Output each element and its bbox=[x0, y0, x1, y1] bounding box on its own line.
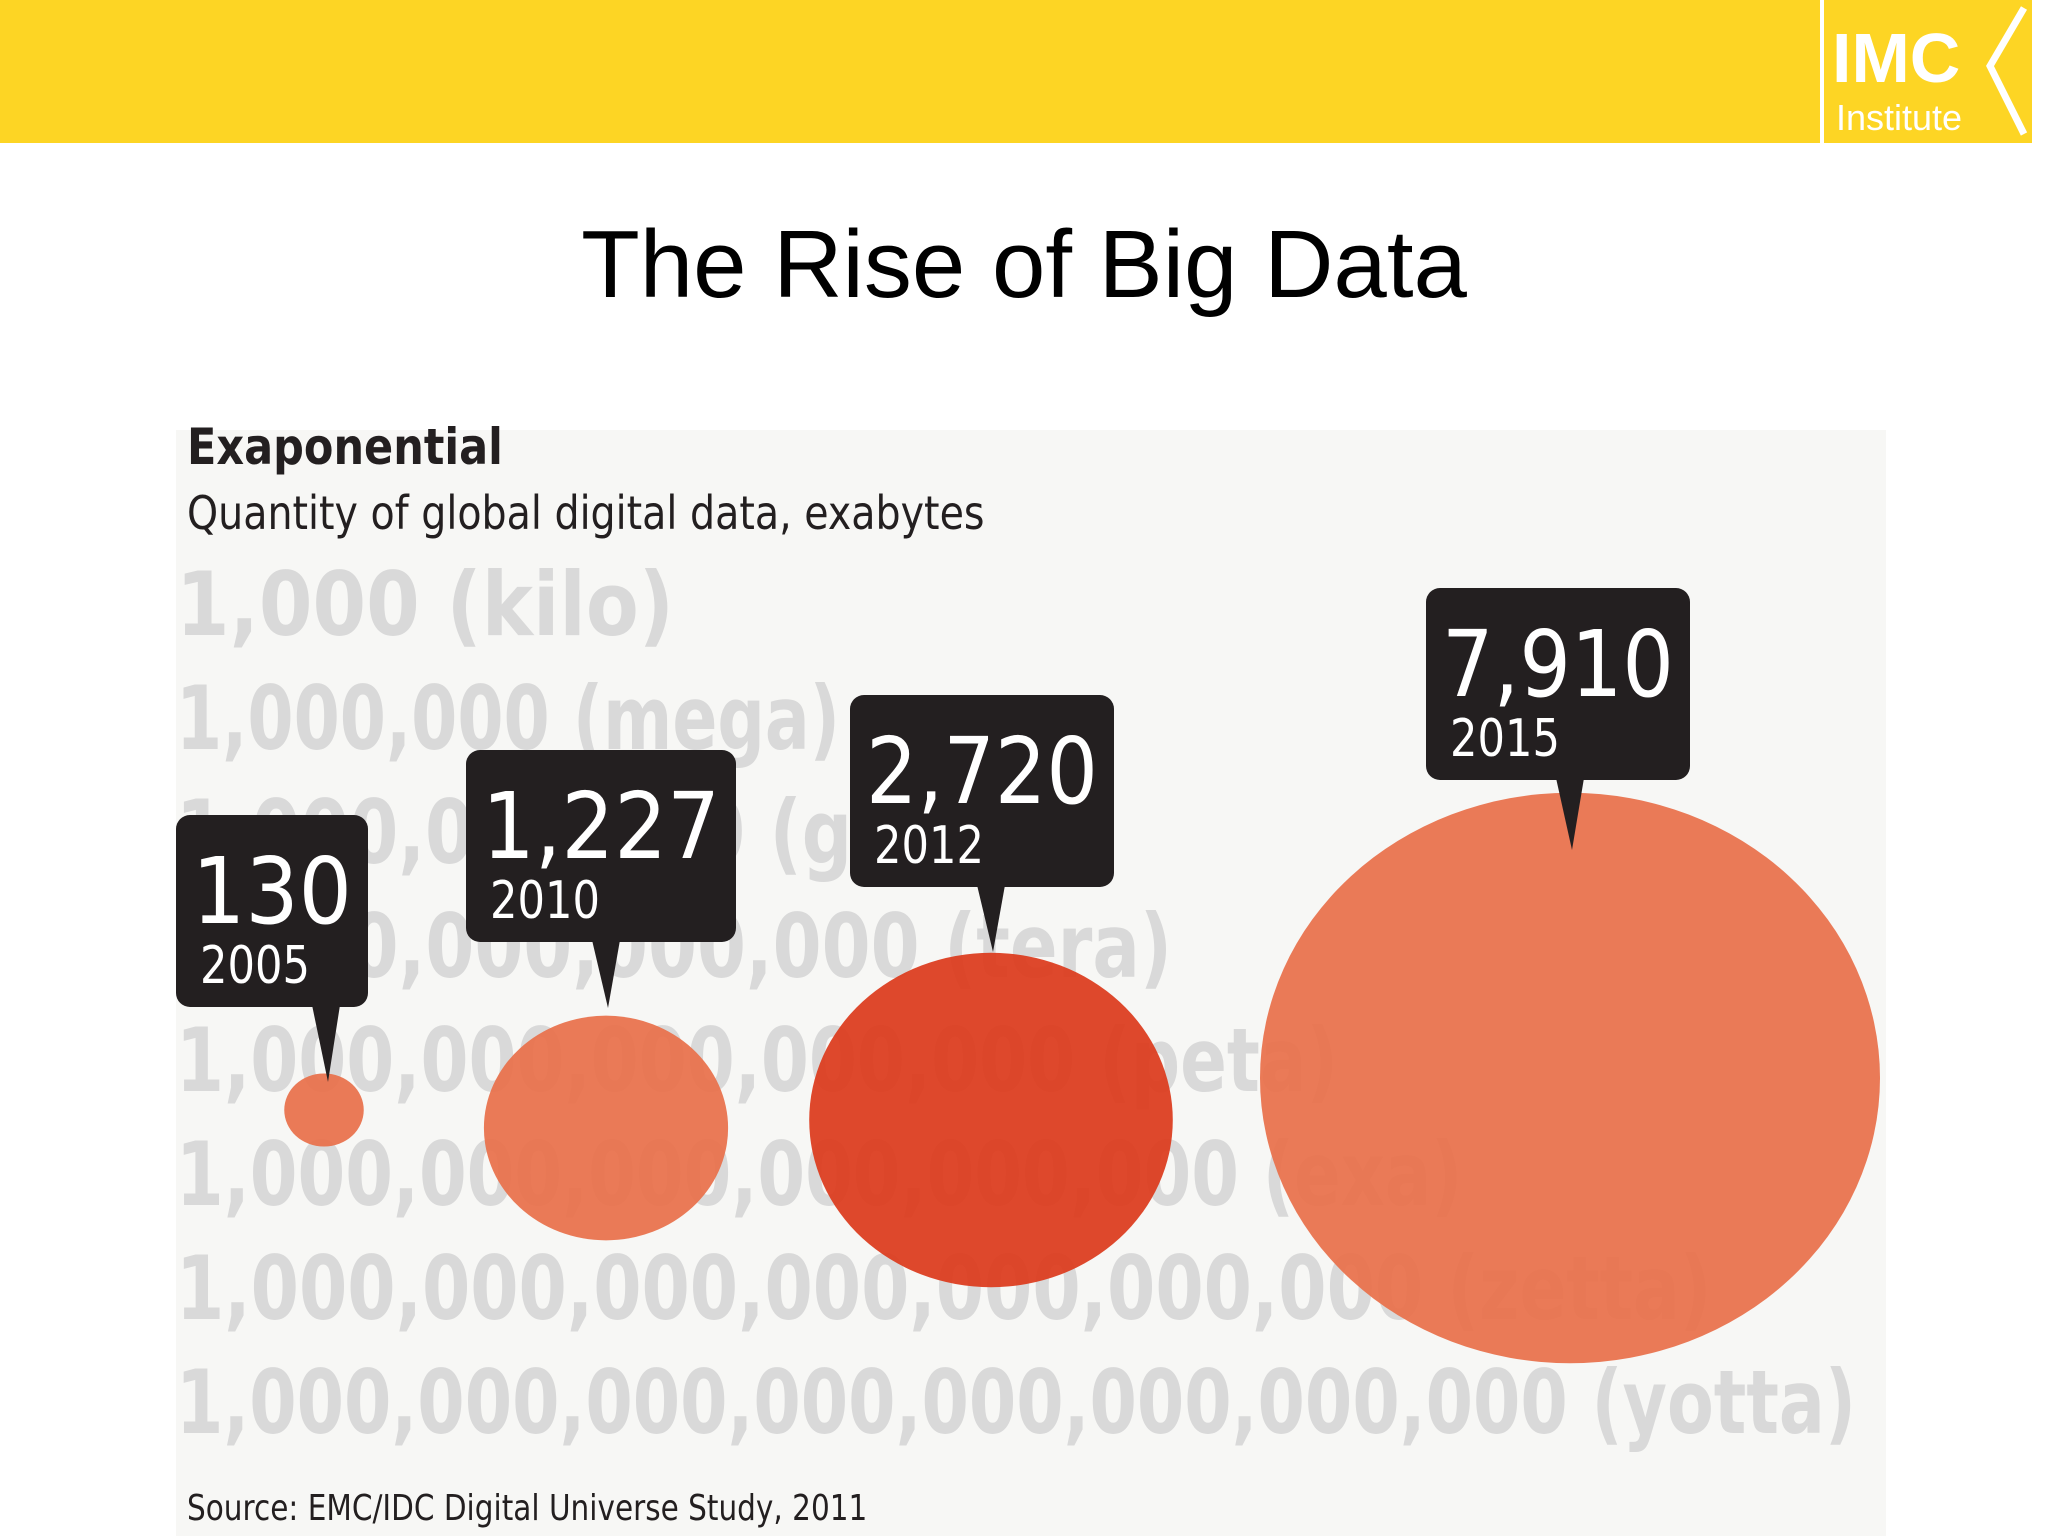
scale-label: 1,000,000,000,000,000,000,000,000 (yotta… bbox=[176, 1351, 1856, 1454]
callout-value: 130 bbox=[192, 838, 352, 945]
callout-box bbox=[466, 750, 736, 942]
callout-pointer bbox=[1556, 778, 1584, 850]
callout-pointer bbox=[312, 1005, 340, 1082]
chart-subtitle: Quantity of global digital data, exabyte… bbox=[187, 486, 985, 540]
bubble-2005 bbox=[284, 1073, 364, 1147]
infographic-panel: 1,000 (kilo) 1,000,000 (mega) 1,000,000,00… bbox=[176, 430, 1886, 1536]
callout-value: 7,910 bbox=[1442, 611, 1674, 718]
scale-label: 1,000 (kilo) bbox=[176, 553, 674, 656]
bubble-chart: 1,000 (kilo)1,000,000 (mega)1,000,000,00… bbox=[176, 553, 1880, 1454]
bubble-2010 bbox=[483, 1015, 729, 1241]
logo-text-imc: IMC bbox=[1832, 19, 1960, 97]
callout-year: 2012 bbox=[874, 816, 984, 876]
callout-box bbox=[1426, 588, 1690, 780]
callout-pointer bbox=[592, 940, 620, 1008]
callout-box bbox=[176, 815, 368, 1007]
logo-chevron-icon: IMC Institute bbox=[1832, 6, 2028, 138]
callout-value: 1,227 bbox=[482, 773, 720, 880]
chart-source: Source: EMC/IDC Digital Universe Study, … bbox=[187, 1488, 868, 1529]
callout-box bbox=[850, 695, 1114, 887]
callout-year: 2005 bbox=[200, 936, 310, 996]
imc-institute-logo: IMC Institute bbox=[1820, 0, 2032, 143]
callout-year: 2015 bbox=[1450, 709, 1560, 769]
bubble-2012 bbox=[809, 952, 1173, 1288]
callout-pointer bbox=[977, 885, 1005, 952]
slide-title: The Rise of Big Data bbox=[581, 211, 1467, 318]
logo-text-institute: Institute bbox=[1836, 97, 1962, 138]
chart-title: Exaponential bbox=[187, 418, 503, 476]
callout-year: 2010 bbox=[490, 871, 600, 931]
header-bar bbox=[0, 0, 1820, 143]
bubble-2015 bbox=[1260, 792, 1880, 1364]
callout-value: 2,720 bbox=[866, 718, 1098, 825]
